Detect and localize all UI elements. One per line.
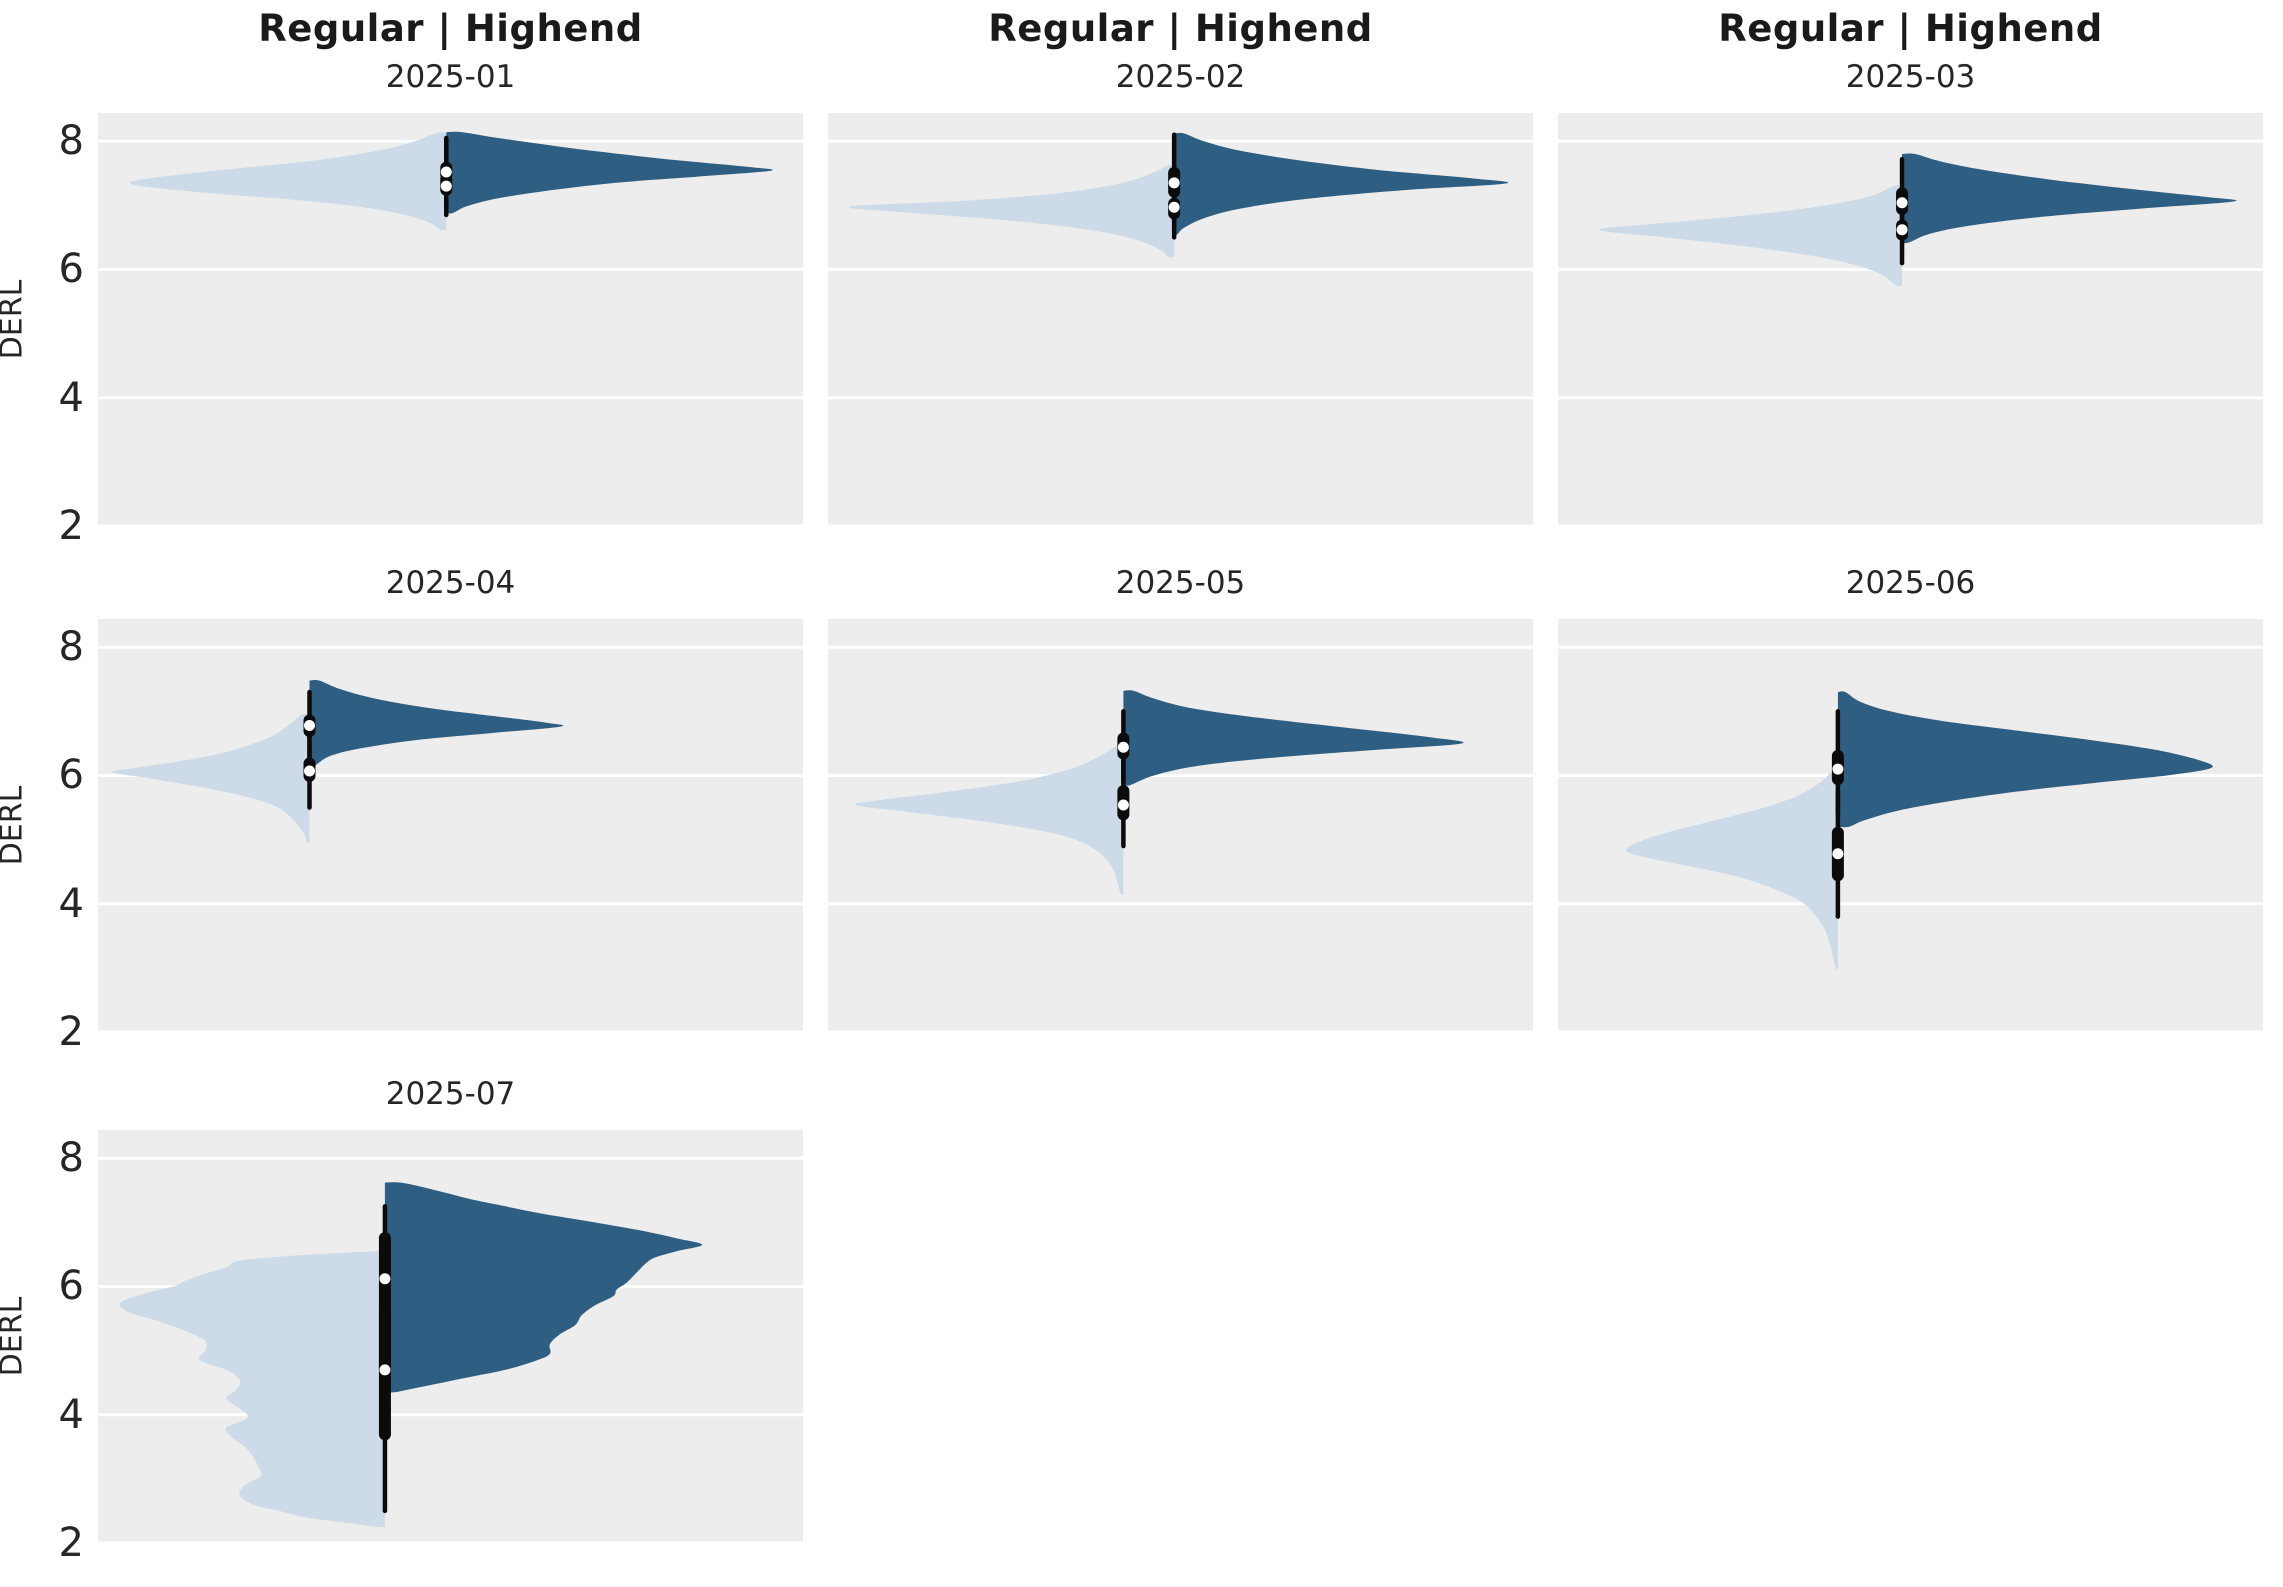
regular-median-dot: [1896, 224, 1908, 236]
highend-violin-half: [1902, 153, 2237, 244]
panel-background: [828, 619, 1533, 1032]
split-violin-plot: [828, 619, 1533, 1032]
highend-median-dot: [1168, 177, 1180, 189]
highend-median-dot: [1117, 741, 1129, 753]
y-axis-label: DERL: [0, 1296, 30, 1377]
violin-panel: 2025-05: [828, 565, 1533, 1032]
y-axis-label: DERL: [0, 785, 30, 866]
split-violin-plot: [1558, 113, 2263, 526]
y-tick-label: 6: [58, 1263, 84, 1310]
violin-panel: Regular | Highend 2025-03: [1558, 7, 2263, 526]
panel-group-title: Regular | Highend: [258, 7, 643, 50]
panel-background: [98, 619, 803, 1032]
split-violin-plot: [98, 113, 803, 526]
highend-median-dot: [1896, 197, 1908, 209]
violin-panel: 2025-07 DERL 8 6 4 2: [0, 1076, 803, 1566]
panel-subtitle: 2025-02: [1115, 59, 1246, 95]
panel-subtitle: 2025-03: [1845, 59, 1976, 95]
y-tick-label: 4: [58, 1391, 84, 1438]
panel-group-title: Regular | Highend: [988, 7, 1373, 50]
y-tick-label: 6: [58, 752, 84, 799]
regular-violin-half: [119, 1250, 385, 1528]
regular-violin-half: [130, 132, 447, 231]
y-tick-label: 6: [58, 246, 84, 293]
split-violin-plot: [828, 113, 1533, 526]
y-tick-label: 2: [58, 1009, 84, 1055]
highend-violin-half: [1174, 132, 1509, 235]
violin-panel: Regular | Highend 2025-01 DERL 8 6 4 2: [0, 7, 803, 549]
y-tick-label: 4: [58, 880, 84, 927]
panel-subtitle: 2025-06: [1845, 565, 1976, 601]
y-axis-label-wrap: DERL: [0, 1130, 30, 1543]
regular-median-dot: [1168, 201, 1180, 213]
split-violin-plot: [98, 1130, 803, 1543]
panel-subtitle: 2025-04: [385, 565, 516, 601]
panel-subtitle: 2025-07: [385, 1076, 516, 1112]
y-tick-label: 2: [58, 1520, 84, 1566]
regular-violin-half: [111, 713, 310, 844]
panel-subtitle: 2025-01: [385, 59, 516, 95]
highend-violin-half: [309, 679, 564, 767]
y-tick-label: 2: [58, 503, 84, 549]
y-tick-label: 4: [58, 374, 84, 421]
regular-violin-half: [1598, 185, 1902, 287]
violin-panel: 2025-04 DERL 8 6 4 2: [0, 565, 803, 1055]
regular-median-dot: [304, 765, 315, 777]
regular-median-dot: [1832, 848, 1844, 860]
panel-subtitle: 2025-05: [1115, 565, 1246, 601]
y-axis-label: DERL: [0, 279, 30, 360]
y-tick-label: 8: [58, 624, 84, 671]
regular-median-dot: [1117, 799, 1129, 811]
regular-violin-half: [1625, 771, 1838, 970]
highend-violin-half: [446, 131, 774, 214]
highend-median-dot: [379, 1273, 391, 1285]
regular-violin-half: [848, 165, 1175, 258]
highend-median-dot: [440, 166, 452, 178]
highend-violin-half: [1123, 690, 1464, 786]
panel-background: [1558, 619, 2263, 1032]
highend-median-dot: [1832, 763, 1844, 775]
y-tick-label: 8: [58, 118, 84, 165]
y-axis-label-wrap: DERL: [0, 113, 30, 526]
regular-violin-half: [854, 745, 1124, 895]
panel-group-title: Regular | Highend: [1718, 7, 2103, 50]
violin-panel: Regular | Highend 2025-02: [828, 7, 1533, 526]
split-violin-plot: [98, 619, 803, 1032]
regular-median-dot: [379, 1364, 391, 1376]
y-axis-label-wrap: DERL: [0, 619, 30, 1032]
highend-violin-half: [1837, 691, 2213, 828]
regular-median-dot: [440, 180, 452, 192]
violin-panel: 2025-06: [1558, 565, 2263, 1032]
split-violin-plot: [1558, 619, 2263, 1032]
highend-violin-half: [384, 1182, 703, 1393]
y-tick-label: 8: [58, 1135, 84, 1182]
highend-median-dot: [304, 719, 315, 731]
